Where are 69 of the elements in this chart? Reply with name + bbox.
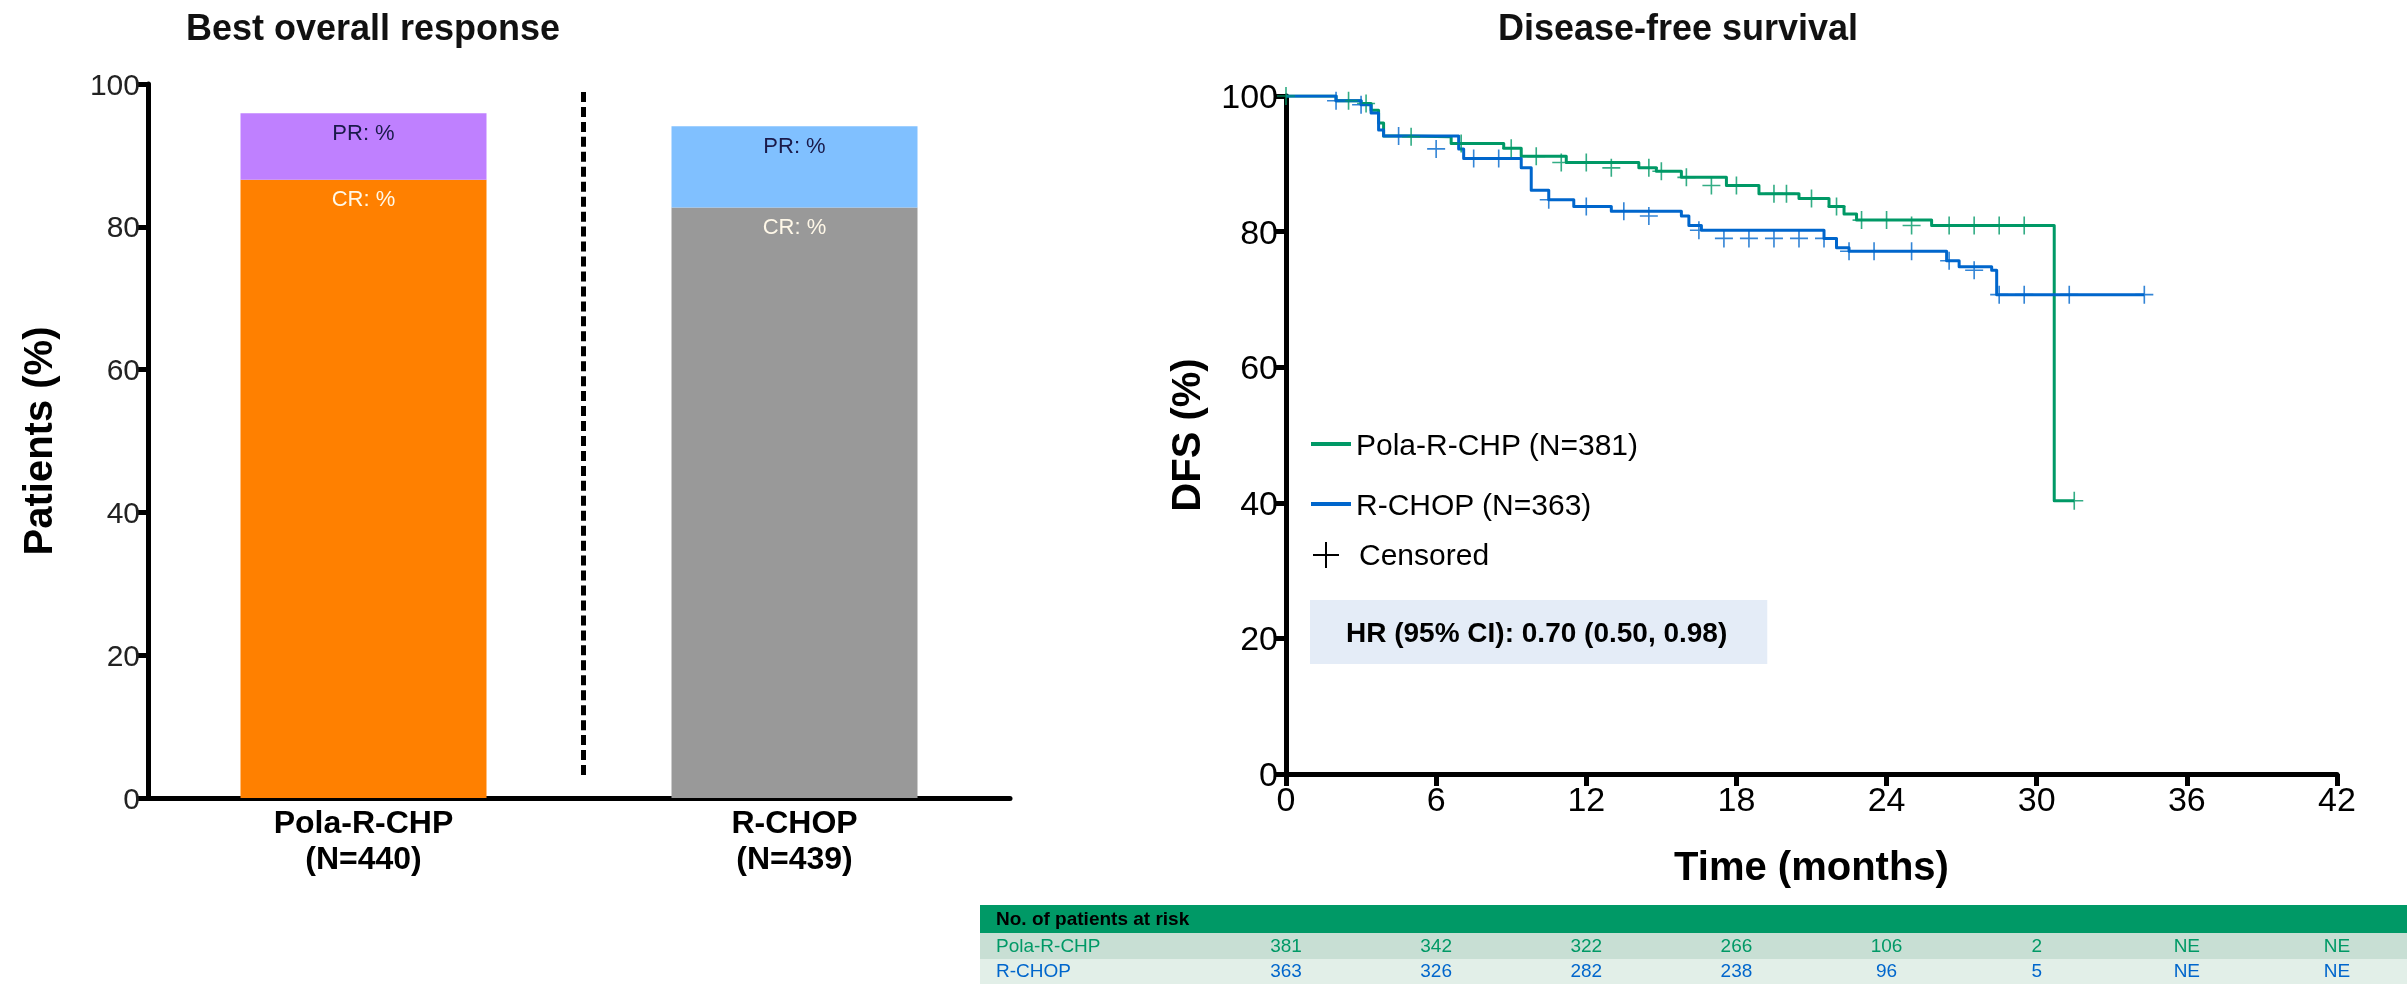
point	[1764, 229, 1783, 248]
text: No. of patients at risk	[996, 908, 1190, 930]
x-axis-title: Time (months)	[1674, 844, 1949, 888]
point	[1789, 229, 1808, 248]
text: 266	[1720, 934, 1753, 957]
bar	[671, 126, 918, 208]
x-tick-label: 24	[1867, 780, 1906, 818]
bar	[671, 207, 918, 798]
y-tick-label: 100	[89, 67, 140, 101]
legend-label: Pola-R-CHP (N=381)	[1356, 427, 1639, 461]
text: R-CHOP	[996, 960, 1071, 983]
y-tick-label: 80	[106, 210, 140, 244]
x-tick-label: Pola-R-CHP (N=440)	[273, 804, 454, 876]
y-axis-title: Patients (%)	[16, 326, 60, 556]
point	[1990, 285, 2009, 304]
x-tick-label: 18	[1717, 780, 1756, 818]
x-tick-label: 36	[2167, 780, 2206, 818]
point	[1602, 158, 1621, 177]
data-label: PR: %	[332, 119, 395, 145]
text: 5	[2031, 960, 2042, 983]
point	[1714, 229, 1733, 248]
bar	[240, 113, 487, 180]
y-tick-label: 60	[106, 353, 140, 387]
point	[1639, 207, 1658, 226]
point	[1527, 147, 1546, 166]
chart-title: Best overall response	[185, 6, 561, 48]
y-tick-label: 100	[1221, 77, 1278, 115]
x-tick-label: 30	[2017, 780, 2056, 818]
y-tick-label: 20	[1240, 619, 1278, 658]
point	[1739, 229, 1758, 248]
chart-title: Disease-free survival	[1497, 6, 1859, 48]
point	[2060, 285, 2079, 304]
text: 342	[1420, 934, 1452, 957]
point	[1352, 95, 1371, 114]
text: 2	[2031, 934, 2042, 957]
text: NE	[2173, 960, 2201, 983]
point	[1327, 91, 1346, 110]
legend-label: R-CHOP (N=363)	[1356, 487, 1592, 521]
text: 322	[1570, 934, 1603, 957]
text: 238	[1720, 960, 1753, 983]
y-tick-label: 60	[1240, 348, 1278, 387]
data-label: PR: %	[763, 132, 826, 158]
text: NE	[2173, 934, 2201, 957]
text: 381	[1270, 934, 1302, 957]
y-axis-title: DFS (%)	[1164, 358, 1208, 512]
data-label: CR: %	[762, 214, 827, 240]
y-tick-label: 40	[1240, 483, 1278, 522]
text: 106	[1870, 934, 1903, 957]
bar	[240, 179, 487, 798]
text: NE	[2323, 934, 2351, 957]
annotation: Censored	[1359, 538, 1490, 572]
text: Pola-R-CHP	[996, 934, 1101, 957]
text: 363	[1270, 960, 1302, 983]
point	[1427, 139, 1446, 158]
x-tick-label: 42	[2318, 780, 2356, 818]
y-tick-label: 80	[1240, 212, 1278, 251]
text: 96	[1875, 960, 1898, 983]
point	[1965, 261, 1984, 280]
x-tick-label: 6	[1426, 780, 1446, 818]
y-tick-label: 40	[106, 495, 140, 529]
data-label: CR: %	[331, 186, 396, 212]
annotation: HR (95% CI): 0.70 (0.50, 0.98)	[1346, 616, 1728, 648]
text: NE	[2323, 960, 2351, 983]
text: 326	[1420, 960, 1452, 983]
y-tick-label: 20	[106, 638, 140, 672]
point	[2015, 285, 2034, 304]
x-tick-label: R-CHOP (N=439)	[731, 804, 858, 876]
text: 282	[1570, 960, 1603, 983]
x-tick-label: 12	[1567, 780, 1606, 818]
